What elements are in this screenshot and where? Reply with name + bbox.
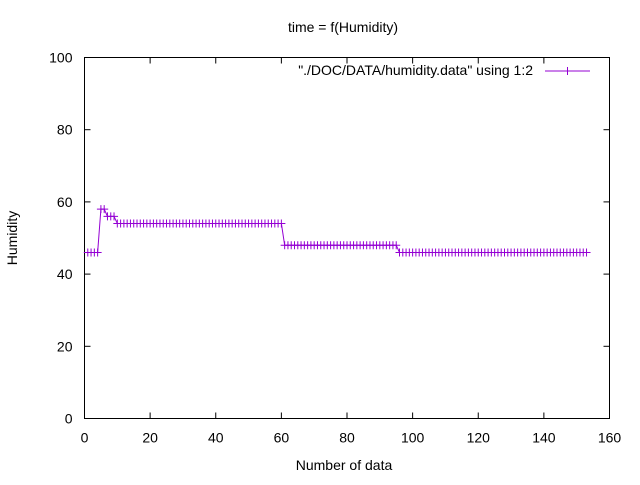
y-tick-label: 100 — [49, 50, 73, 66]
y-axis-label: Humidity — [4, 211, 20, 265]
x-tick-label: 60 — [274, 430, 290, 446]
data-point — [277, 219, 286, 228]
series-layer — [83, 205, 591, 257]
data-point — [582, 248, 591, 257]
chart-title: time = f(Humidity) — [288, 19, 398, 35]
legend: "./DOC/DATA/humidity.data" using 1:2 — [298, 62, 590, 78]
x-tick-label: 40 — [208, 430, 224, 446]
data-point — [392, 241, 401, 250]
x-axis-label: Number of data — [296, 457, 393, 473]
y-tick-label: 40 — [57, 266, 73, 282]
x-tick-label: 160 — [598, 430, 622, 446]
y-tick-label: 60 — [57, 194, 73, 210]
axis-ticks: 0 20 40 60 80 100 120 140 160 0 20 40 60 80 100 — [49, 50, 621, 446]
data-point — [100, 205, 109, 214]
x-tick-label: 120 — [467, 430, 491, 446]
y-tick-label: 20 — [57, 338, 73, 354]
x-tick-label: 0 — [81, 430, 89, 446]
data-point — [110, 212, 119, 221]
y-tick-label: 0 — [65, 411, 73, 427]
plot-frame — [84, 57, 610, 419]
x-tick-label: 140 — [532, 430, 556, 446]
x-tick-label: 20 — [142, 430, 158, 446]
x-tick-label: 80 — [339, 430, 355, 446]
data-point — [93, 248, 102, 257]
x-tick-label: 100 — [401, 430, 425, 446]
legend-label: "./DOC/DATA/humidity.data" using 1:2 — [298, 62, 533, 78]
y-tick-label: 80 — [57, 122, 73, 138]
